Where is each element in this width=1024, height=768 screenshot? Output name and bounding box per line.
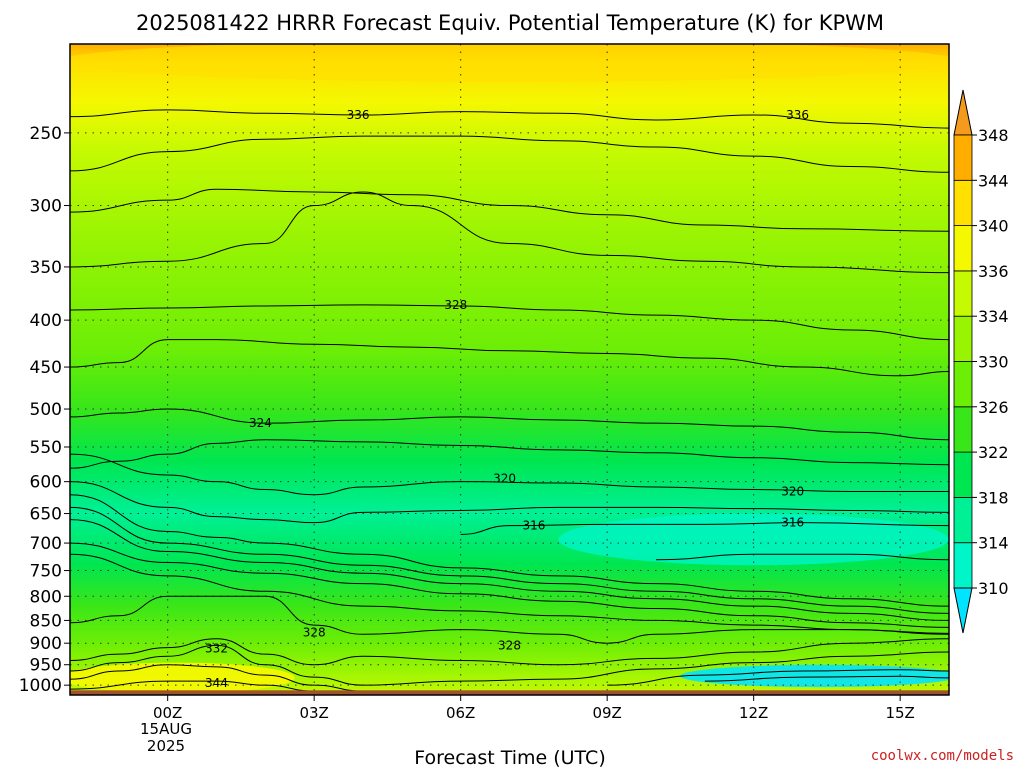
colorbar-segment <box>953 179 973 227</box>
colorbar-label: 340 <box>978 217 1009 236</box>
contour-line-322 <box>70 519 949 621</box>
colorbar-extend-bottom <box>953 587 973 634</box>
x-tick-label: 06Z <box>446 704 475 722</box>
chart-title: 2025081422 HRRR Forecast Equiv. Potentia… <box>136 11 884 35</box>
contour-label: 328 <box>303 625 326 639</box>
colorbar: 310 314 318 322 326 330 334 336 340 344 348 <box>953 89 1009 634</box>
contour-line-336 <box>70 109 949 129</box>
y-tick-label: 1000 <box>19 676 62 696</box>
x-axis: 00Z 03Z 06Z 09Z 12Z 15Z <box>153 695 915 722</box>
colorbar-label: 334 <box>978 307 1009 326</box>
contour-label: 316 <box>522 519 545 533</box>
colorbar-label: 344 <box>978 171 1009 190</box>
colorbar-label: 336 <box>978 262 1009 281</box>
y-axis: 250 300 350 400 450 500 550 600 650 700 750 800 850 9… <box>19 124 70 696</box>
contour-line-330 <box>70 191 949 274</box>
contour-line-326 <box>70 553 949 635</box>
colorbar-label: 348 <box>978 126 1009 145</box>
contour-line-314 <box>655 553 949 561</box>
x-tick-label: 09Z <box>592 704 621 722</box>
contour-line-328 <box>70 304 949 341</box>
contour-line-312 <box>704 675 949 682</box>
plot-area: 336 336 328 324 320 320 316 316 328 328 332 344 <box>70 44 949 695</box>
contour-line-330 <box>70 638 949 666</box>
colorbar-label: 310 <box>978 579 1009 598</box>
contour-line-332 <box>70 644 949 686</box>
y-tick-label: 500 <box>30 400 62 420</box>
colorbar-segment <box>953 542 973 589</box>
colorbar-label: 330 <box>978 353 1009 372</box>
contour-label: 320 <box>493 471 516 485</box>
contour-line-328 <box>70 595 949 644</box>
y-tick-label: 900 <box>30 634 62 654</box>
y-tick-label: 250 <box>30 124 62 144</box>
y-tick-label: 300 <box>30 197 62 217</box>
contour-lines <box>70 109 949 692</box>
contour-label: 328 <box>498 638 521 652</box>
contour-labels: 336 336 328 324 320 320 316 316 328 328 332 344 <box>205 108 809 690</box>
colorbar-label: 314 <box>978 534 1009 553</box>
plot-frame <box>69 43 950 696</box>
surface-ground <box>70 690 949 695</box>
contour-line-324 <box>70 542 949 628</box>
y-tick-label: 450 <box>30 358 62 378</box>
colorbar-segment <box>953 496 973 544</box>
y-tick-label: 850 <box>30 611 62 631</box>
contour-line-316 <box>460 522 949 535</box>
contour-line-326 <box>70 339 949 377</box>
y-tick-label: 550 <box>30 438 62 458</box>
x-tick-label: 12Z <box>739 704 768 722</box>
contour-label: 332 <box>205 641 228 655</box>
contour-line-340 <box>70 664 364 692</box>
contour-line-322 <box>70 439 949 469</box>
cool-pocket-lowlevel <box>680 664 949 688</box>
contour-line-318 <box>70 481 949 524</box>
x-tick-label: 03Z <box>299 704 328 722</box>
y-tick-label: 700 <box>30 534 62 554</box>
contour-line-318 <box>70 494 949 607</box>
colorbar-segment <box>953 315 973 362</box>
colorbar-label: 318 <box>978 488 1009 507</box>
colorbar-segment <box>953 406 973 453</box>
colorbar-segment <box>953 134 973 181</box>
x-tick-label: 15Z <box>885 704 914 722</box>
y-tick-label: 950 <box>30 656 62 676</box>
contour-label: 344 <box>205 676 228 690</box>
y-tick-label: 400 <box>30 311 62 331</box>
contour-label: 324 <box>249 416 272 430</box>
colorbar-segment <box>953 361 973 408</box>
y-tick-label: 650 <box>30 505 62 525</box>
contour-line-332 <box>70 188 949 232</box>
y-tick-label: 350 <box>30 258 62 278</box>
colorbar-segment <box>953 270 973 317</box>
y-tick-label: 600 <box>30 473 62 493</box>
colorbar-segment <box>953 225 973 272</box>
contour-line-320 <box>70 506 949 614</box>
y-tick-label: 750 <box>30 562 62 582</box>
contour-line-344 <box>70 680 315 692</box>
contour-label: 336 <box>786 108 809 122</box>
contour-line-314 <box>607 669 949 686</box>
x-date-line1: 15AUG <box>140 720 192 738</box>
contour-label: 328 <box>444 298 467 312</box>
contour-label: 336 <box>347 108 370 122</box>
credit-text: coolwx.com/models <box>871 748 1014 764</box>
colorbar-label: 326 <box>978 398 1009 417</box>
x-tick-label: 00Z <box>153 704 182 722</box>
theta-e-field <box>70 44 949 695</box>
warm-pocket-high <box>70 44 949 82</box>
y-tick-label: 800 <box>30 587 62 607</box>
contour-line-334 <box>70 135 949 173</box>
contour-label: 316 <box>781 516 804 530</box>
contour-line-324 <box>70 408 949 441</box>
x-axis-label: Forecast Time (UTC) <box>414 747 605 768</box>
colorbar-segment <box>953 451 973 498</box>
contour-line-320 <box>70 453 949 496</box>
x-date-line2: 2025 <box>147 737 185 755</box>
colorbar-label: 322 <box>978 443 1009 462</box>
colorbar-extend-top <box>953 89 973 136</box>
contour-label: 320 <box>781 484 804 498</box>
